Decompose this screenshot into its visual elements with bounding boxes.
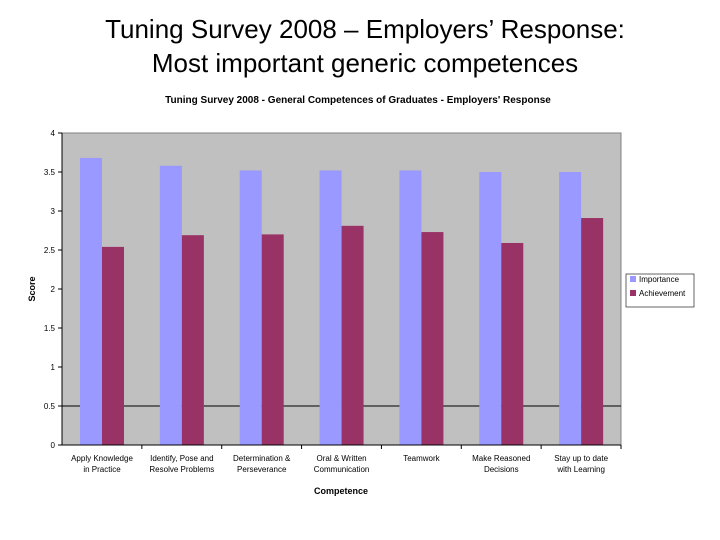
bar-achievement xyxy=(102,246,124,445)
y-axis-title: Score xyxy=(27,276,37,301)
y-tick-label: 3.5 xyxy=(44,168,56,177)
y-tick-label: 2 xyxy=(51,285,56,294)
chart-title: Tuning Survey 2008 - General Competences… xyxy=(165,95,551,106)
bar-importance xyxy=(159,165,182,445)
legend-swatch-importance xyxy=(630,276,636,282)
bar-achievement xyxy=(581,218,604,445)
y-tick-label: 0.5 xyxy=(44,402,56,411)
legend-box xyxy=(625,273,695,308)
bar-importance xyxy=(80,157,102,445)
bar-importance xyxy=(319,170,342,445)
y-tick-label: 0 xyxy=(51,441,56,450)
x-category-label: Determination & Perseverance xyxy=(233,454,291,474)
y-tick-label: 1.5 xyxy=(44,324,56,333)
x-axis-title: Competence xyxy=(314,486,368,496)
y-tick-label: 3 xyxy=(51,207,56,216)
y-tick-label: 1 xyxy=(51,363,56,372)
bar-achievement xyxy=(261,234,284,445)
slide-title-line-1: Tuning Survey 2008 – Employers’ Response… xyxy=(105,14,625,44)
x-category-label: Make Reasoned Decisions xyxy=(472,454,530,474)
slide-title-line-2: Most important generic competences xyxy=(151,48,579,78)
bar-achievement xyxy=(421,232,444,445)
legend-label-importance: Importance xyxy=(639,275,680,284)
legend-label-achievement: Achievement xyxy=(639,289,686,298)
bar-importance xyxy=(239,170,262,445)
legend: Importance Achievement xyxy=(625,273,695,308)
x-category-label: Stay up to date with Learning xyxy=(554,454,608,474)
bar-importance xyxy=(559,172,582,445)
x-category-label: Teamwork xyxy=(403,454,440,463)
y-tick-label: 2.5 xyxy=(44,246,56,255)
x-category-label: Apply Knowledge in Practice xyxy=(71,454,133,474)
bar-achievement xyxy=(501,242,524,445)
x-category-label: Oral & Written Communication xyxy=(314,454,370,474)
bar-importance xyxy=(399,170,422,445)
slide-title: Tuning Survey 2008 – Employers’ Response… xyxy=(0,12,720,80)
legend-swatch-achievement xyxy=(630,290,636,296)
x-category-label: Identify, Pose and Resolve Problems xyxy=(149,454,214,474)
bar-achievement xyxy=(341,225,364,445)
bar-importance xyxy=(479,172,502,445)
y-tick-label: 4 xyxy=(51,129,56,138)
bar-achievement xyxy=(181,235,204,445)
